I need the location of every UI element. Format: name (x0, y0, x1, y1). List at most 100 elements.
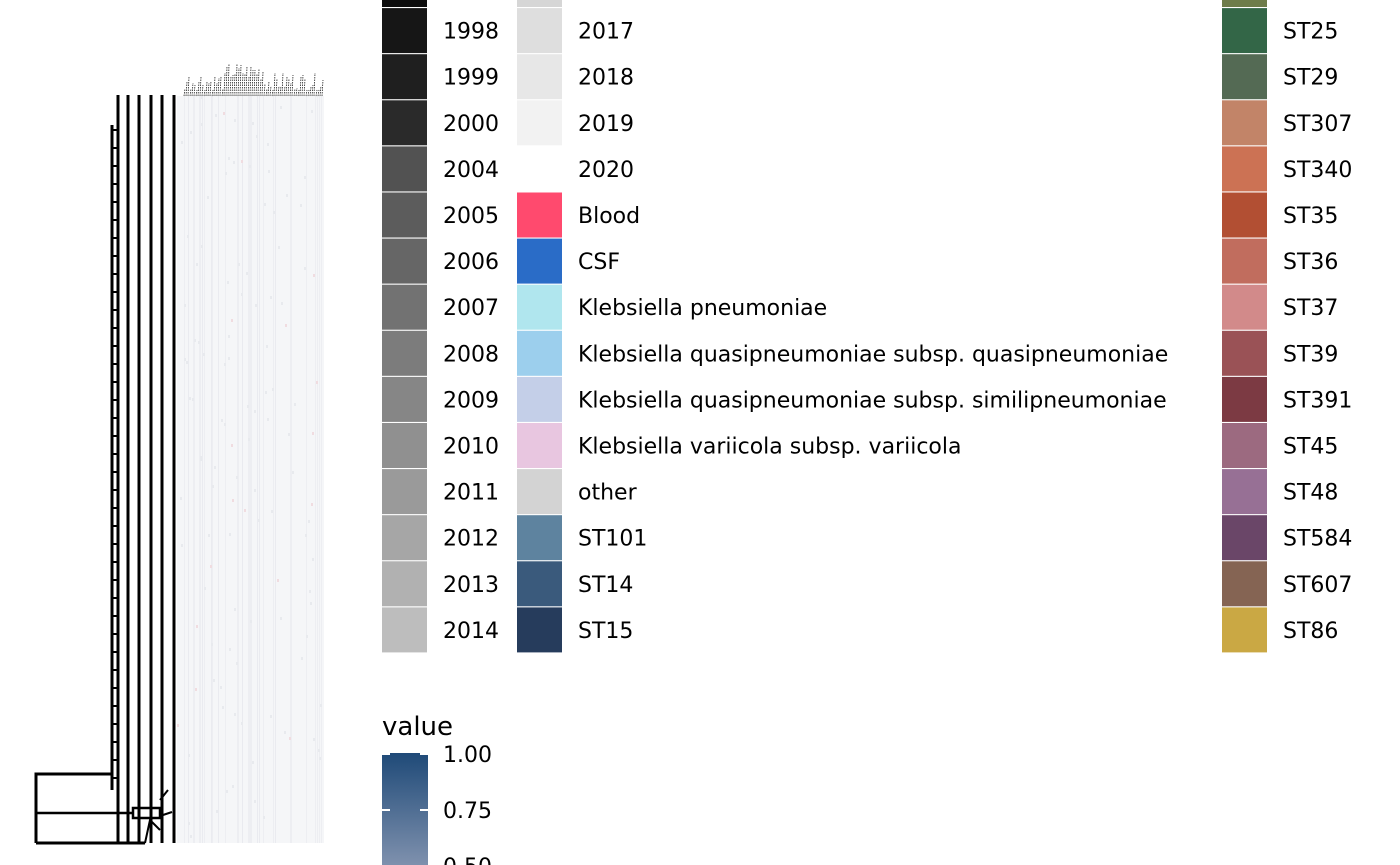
column-label-mark (273, 72, 276, 97)
column-label-mark (279, 85, 282, 97)
legend-label: Klebsiella quasipneumoniae subsp. quasip… (578, 342, 1168, 367)
heatmap-column (237, 96, 238, 843)
column-label-mark (253, 69, 256, 97)
heatmap-cell (200, 458, 202, 461)
legend-swatch (517, 376, 562, 422)
tree-branch (34, 772, 114, 843)
colorbar-tick-label: 0.75 (443, 799, 492, 824)
heatmap-column (290, 96, 291, 843)
heatmap-cell (231, 319, 233, 322)
column-label-mark (239, 64, 242, 97)
legend-label: ST307 (1283, 112, 1352, 137)
heatmap-cell (236, 476, 238, 479)
heatmap-cell (289, 737, 291, 740)
heatmap-cell (229, 648, 231, 651)
column-label-mark (197, 81, 200, 97)
heatmap-column (249, 96, 250, 843)
legend-label: 2013 (443, 573, 499, 598)
heatmap-cell (312, 558, 314, 561)
heatmap-cell (190, 835, 192, 838)
heatmap-cell (188, 754, 190, 757)
legend-label: ST391 (1283, 388, 1352, 413)
heatmap-cell (177, 724, 179, 727)
legend-label: Klebsiella variicola subsp. variicola (578, 435, 961, 460)
heatmap-cell (234, 713, 236, 716)
legend-swatch (382, 330, 427, 376)
legend-swatch (517, 561, 562, 607)
heatmap-cell (292, 471, 294, 474)
legend-swatch (1222, 330, 1267, 376)
column-label-mark (201, 84, 204, 97)
legend-label: ST48 (1283, 481, 1338, 506)
column-label-mark (209, 80, 212, 97)
legend-swatch (517, 0, 562, 7)
heatmap-cell (280, 106, 282, 109)
column-label-mark (195, 89, 198, 97)
colorbar-tick-label: 0.50 (443, 855, 492, 865)
heatmap-cell (255, 304, 257, 307)
heatmap-column (315, 96, 316, 843)
legend-swatch (1222, 423, 1267, 468)
heatmap-cell (186, 361, 188, 364)
heatmap-cell (201, 96, 203, 99)
heatmap-cell (313, 274, 315, 277)
column-label-mark (183, 88, 186, 97)
heatmap-column (238, 96, 239, 843)
heatmap-column (319, 96, 320, 843)
column-label-mark (265, 88, 268, 97)
heatmap-cell (267, 143, 269, 146)
heatmap-column (259, 96, 260, 843)
heatmap-cell (241, 293, 243, 296)
heatmap-cell (252, 761, 254, 764)
legend-swatch (517, 54, 562, 100)
heatmap-cell (231, 444, 233, 447)
column-label-mark (295, 87, 298, 97)
colorbar-tick-label: 1.00 (443, 743, 492, 768)
heatmap-cell (234, 608, 236, 611)
legend-swatch (382, 284, 427, 330)
legend-swatch (517, 100, 562, 146)
heatmap-cell (270, 296, 272, 299)
column-label-mark (293, 88, 296, 97)
heatmap-cell (313, 738, 315, 741)
legend-swatch (517, 146, 562, 192)
heatmap-cell (308, 520, 310, 523)
heatmap-cell (281, 302, 283, 305)
legend-swatch (382, 607, 427, 653)
heatmap-cell (311, 110, 313, 113)
heatmap-cell (304, 267, 306, 270)
heatmap-cell (284, 731, 286, 734)
heatmap-cell (187, 235, 189, 238)
legend-swatch (1222, 469, 1267, 515)
legend-swatch (1222, 0, 1267, 7)
heatmap-cell (192, 398, 194, 401)
heatmap-cell (246, 272, 248, 275)
phylogenetic-tree (34, 95, 176, 845)
legend-label: 2004 (443, 158, 499, 183)
heatmap-cell (244, 509, 246, 512)
column-label-mark (317, 89, 320, 97)
heatmap-cell (278, 246, 280, 249)
legend-label: ST584 (1283, 527, 1352, 552)
legend-swatch (382, 515, 427, 561)
heatmap-cell (216, 810, 218, 813)
heatmap-cell (238, 263, 240, 266)
heatmap-cell (228, 357, 230, 360)
heatmap-cell (264, 203, 266, 206)
legend-label: 2017 (578, 20, 634, 45)
column-label-mark (283, 85, 286, 97)
heatmap-column (257, 96, 258, 843)
legend-label: Blood (578, 204, 640, 229)
heatmap-cell (201, 245, 203, 248)
heatmap-column (242, 96, 243, 843)
heatmap-cell (207, 196, 209, 199)
column-label-mark (247, 76, 250, 97)
heatmap-cell (318, 749, 320, 752)
column-label-mark (307, 89, 310, 97)
heatmap-cell (229, 533, 231, 536)
heatmap-cell (316, 381, 318, 384)
column-label-mark (231, 74, 234, 97)
legend-label: 2019 (578, 112, 634, 137)
column-label-mark (207, 82, 210, 97)
